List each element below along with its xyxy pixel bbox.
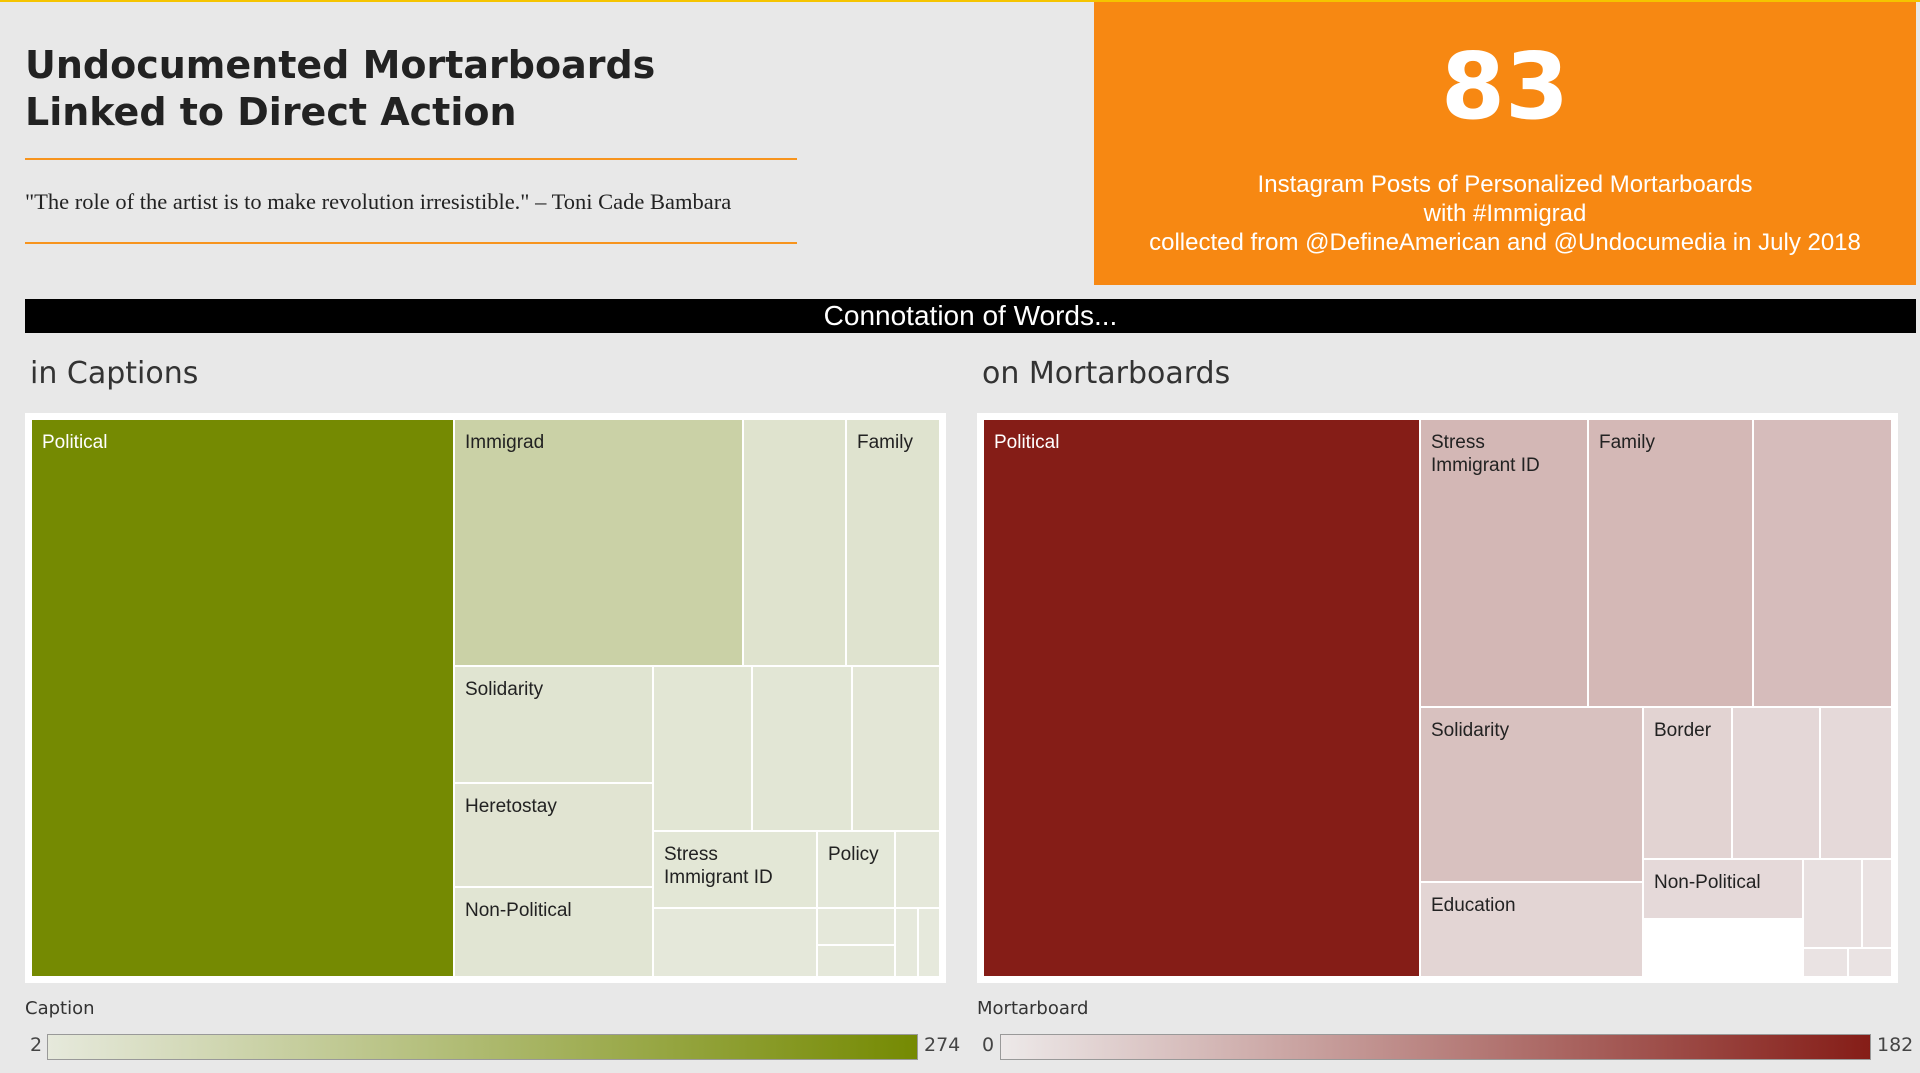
caption-legend-title: Caption	[25, 998, 95, 1019]
kpi-line-2: with #Immigrad	[1423, 200, 1587, 227]
treemap-cell[interactable]: Political	[983, 419, 1420, 977]
treemap-cell[interactable]	[918, 908, 940, 977]
treemap-cell-label: Political	[42, 432, 108, 453]
treemap-cell[interactable]: Non-Political	[454, 887, 653, 977]
treemap-cell[interactable]	[895, 831, 940, 908]
kpi-value: 83	[1440, 33, 1570, 140]
treemap-cell-label: Non-Political	[465, 900, 572, 921]
treemap-cell[interactable]: Solidarity	[454, 666, 653, 783]
top-accent-line	[0, 0, 1920, 2]
mortarboard-color-legend	[1000, 1034, 1871, 1060]
treemap-cell[interactable]	[743, 419, 846, 666]
treemap-cell[interactable]: Family	[1588, 419, 1753, 707]
treemap-cell[interactable]	[653, 908, 817, 977]
title-line-1: Undocumented Mortarboards	[25, 43, 656, 87]
treemap-cell[interactable]	[752, 666, 852, 831]
treemap-cell[interactable]: Non-Political	[1643, 859, 1803, 919]
treemap-cell[interactable]	[817, 945, 895, 977]
mortarboards-treemap: Political Stress Immigrant ID Family Solida…	[977, 413, 1898, 983]
treemap-cell-label: Family	[1599, 432, 1655, 453]
kpi-line-3: collected from @DefineAmerican and @Undo…	[1149, 229, 1861, 256]
treemap-cell-label: Solidarity	[1431, 720, 1510, 741]
quote-rule-top	[25, 158, 797, 160]
treemap-cell[interactable]	[852, 666, 940, 831]
treemap-cell[interactable]: Stress Immigrant ID	[1420, 419, 1588, 707]
mortarboards-section-title: on Mortarboards	[982, 356, 1231, 391]
treemap-cell[interactable]: Stress Immigrant ID	[653, 831, 817, 908]
treemap-cell[interactable]: Education	[1420, 882, 1643, 977]
mortarboard-legend-max: 182	[1877, 1034, 1914, 1056]
caption-legend-max: 274	[924, 1034, 961, 1056]
caption-legend-min: 2	[30, 1034, 43, 1056]
treemap-cell[interactable]	[1803, 948, 1848, 977]
treemap-cell[interactable]	[1820, 707, 1892, 859]
quote-text: "The role of the artist is to make revol…	[25, 189, 732, 214]
treemap-cell-label: Solidarity	[465, 679, 544, 700]
treemap-cell-label: Heretostay	[465, 796, 557, 817]
kpi-panel: 83 Instagram Posts of Personalized Morta…	[1094, 2, 1916, 285]
treemap-cell[interactable]	[1732, 707, 1820, 859]
treemap-cell[interactable]: Family	[846, 419, 940, 666]
treemap-cell-label: Family	[857, 432, 913, 453]
treemap-cell[interactable]	[1803, 859, 1862, 948]
treemap-cell-label: Education	[1431, 895, 1516, 916]
treemap-cell[interactable]	[1753, 419, 1892, 707]
mortarboard-legend-title: Mortarboard	[977, 998, 1089, 1019]
treemap-cell-label: Non-Political	[1654, 872, 1761, 893]
section-banner: Connotation of Words...	[25, 299, 1916, 333]
treemap-cell[interactable]	[653, 666, 752, 831]
treemap-cell[interactable]: Solidarity	[1420, 707, 1643, 882]
kpi-line-1: Instagram Posts of Personalized Mortarbo…	[1257, 171, 1753, 198]
treemap-cell-label: Policy	[828, 844, 879, 865]
mortarboard-legend-min: 0	[982, 1034, 995, 1056]
treemap-cell[interactable]	[895, 908, 918, 977]
treemap-cell[interactable]	[1862, 859, 1892, 948]
treemap-cell-label: Stress Immigrant ID	[664, 844, 773, 888]
captions-treemap: Political Immigrad Family Solidarity Heretos…	[25, 413, 946, 983]
quote-rule-bottom	[25, 242, 797, 244]
dashboard-title: Undocumented Mortarboards Linked to Dire…	[25, 42, 765, 136]
treemap-cell-label: Stress Immigrant ID	[1431, 432, 1540, 476]
treemap-cell[interactable]	[817, 908, 895, 945]
treemap-cell[interactable]: Immigrad	[454, 419, 743, 666]
caption-color-legend	[47, 1034, 918, 1060]
treemap-cell[interactable]: Policy	[817, 831, 895, 908]
treemap-cell-label: Border	[1654, 720, 1712, 741]
treemap-cell[interactable]: Border	[1643, 707, 1732, 859]
treemap-cell[interactable]: Political	[31, 419, 454, 977]
captions-section-title: in Captions	[30, 356, 199, 391]
treemap-cell-label: Immigrad	[465, 432, 545, 453]
treemap-cell[interactable]: Heretostay	[454, 783, 653, 887]
treemap-cell[interactable]	[1848, 948, 1892, 977]
treemap-cell-label: Political	[994, 432, 1060, 453]
title-line-2: Linked to Direct Action	[25, 90, 517, 134]
